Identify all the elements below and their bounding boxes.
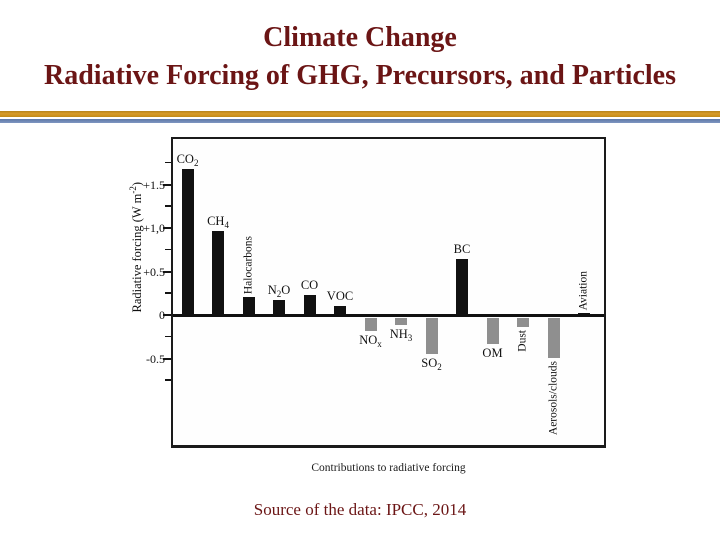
label-text: CH — [207, 214, 225, 228]
bar-label-CO: CO — [301, 278, 318, 292]
y-tick-minor--0.25 — [165, 335, 171, 338]
bar-label-Halocarbons: Halocarbons — [242, 236, 255, 294]
y-tick-label-1.5: +1.5 — [143, 177, 165, 192]
y-tick-label--0.5: -0.5 — [146, 351, 165, 366]
separator-gap — [0, 117, 720, 119]
label-text: Aviation — [577, 270, 590, 310]
bar-label-Aviation: Aviation — [578, 271, 591, 310]
bar-Halocarbons — [242, 297, 255, 315]
label-text: OM — [482, 346, 503, 360]
label-text: CO — [176, 152, 194, 166]
label-subscript: 2 — [276, 289, 282, 299]
bar-label-NOx: NOx — [359, 333, 382, 351]
bar-OM — [486, 318, 499, 344]
slide-title-line1: Climate Change — [263, 22, 457, 53]
separator-gold-bar — [0, 111, 720, 117]
bar-N2O — [273, 300, 285, 315]
y-tick-minor-1.25 — [165, 205, 171, 207]
y-tick-major-0 — [163, 314, 171, 316]
label-text: NH — [389, 327, 408, 341]
y-tick-label-0: 0 — [159, 308, 165, 322]
separator-blue-bar — [0, 119, 720, 123]
bar-label-NH3: NH3 — [390, 327, 413, 345]
label-subscript: 3 — [407, 333, 413, 343]
x-axis-caption: Contributions to radiative forcing — [311, 462, 466, 474]
y-tick-major--0.5 — [163, 357, 171, 360]
label-subscript: x — [377, 339, 382, 349]
bar-label-CO2: CO2 — [177, 152, 199, 170]
bar-CH4 — [212, 231, 224, 315]
bar-label-Aerosols/clouds: Aerosols/clouds — [547, 361, 560, 435]
chart-plot-area: +1.5 +1,0 +0.5 0 -0.5 CO2 CH4 Halocarbons N2O CO V… — [143, 137, 606, 448]
label-subscript: 2 — [437, 362, 442, 372]
bar-CO — [303, 295, 316, 315]
bar-label-OM: OM — [482, 346, 502, 360]
label-text: Aerosols/clouds — [547, 361, 559, 436]
label-text: Radiative forcing (W m — [130, 193, 144, 313]
y-tick-minor-1.75 — [165, 161, 171, 164]
label-subscript: 2 — [193, 158, 199, 168]
bar-label-BC: BC — [454, 242, 471, 256]
bar-Dust — [517, 318, 529, 327]
label-text: N — [267, 283, 277, 297]
label-text: Dust — [516, 330, 529, 352]
y-tick-minor-0.75 — [165, 248, 171, 251]
bar-BC — [456, 259, 468, 315]
label-text: O — [281, 283, 291, 297]
label-text: SO — [421, 356, 438, 370]
bar-label-SO2: SO2 — [421, 356, 441, 374]
label-text: BC — [453, 242, 471, 256]
y-tick-minor-0.25 — [165, 292, 171, 294]
y-tick-label-1: +1,0 — [143, 221, 165, 235]
y-tick-minor--0.75 — [165, 379, 171, 381]
y-tick-major-0.5 — [163, 270, 171, 273]
label-text: Halocarbons — [242, 235, 254, 294]
bar-CO2 — [181, 169, 194, 315]
bar-NH3 — [395, 318, 407, 325]
bar-NOx — [364, 318, 377, 331]
y-tick-label-0.5: +0.5 — [143, 264, 165, 279]
bar-Aerosols/clouds — [547, 318, 560, 358]
label-subscript: 4 — [224, 220, 229, 230]
zero-baseline — [173, 314, 604, 317]
bar-VOC — [334, 306, 346, 315]
label-text: CO — [300, 278, 319, 292]
bar-label-CH4: CH4 — [207, 214, 229, 232]
source-attribution: Source of the data: IPCC, 2014 — [253, 500, 467, 519]
bar-label-VOC: VOC — [327, 289, 353, 303]
bar-SO2 — [425, 318, 438, 354]
label-text: NO — [359, 333, 378, 347]
y-tick-major-1 — [163, 227, 171, 229]
y-tick-major-1.5 — [163, 183, 171, 186]
bar-label-N2O: N2O — [268, 283, 291, 301]
y-axis-title: Radiative forcing (W m-2) — [128, 182, 145, 313]
slide-title-line2: Radiative Forcing of GHG, Precursors, an… — [44, 60, 676, 91]
label-text: VOC — [326, 289, 354, 303]
bar-label-Dust: Dust — [517, 330, 530, 352]
bar-Aviation — [578, 313, 590, 315]
